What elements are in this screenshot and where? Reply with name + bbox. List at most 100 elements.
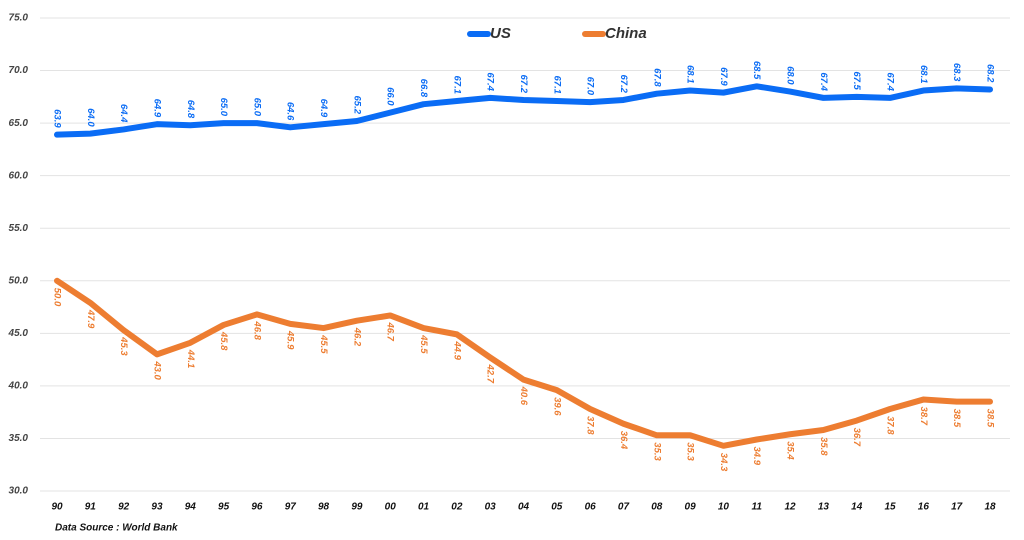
x-tick-label: 13	[818, 502, 830, 513]
x-tick-label: 17	[951, 502, 963, 513]
data-label: 34.3	[718, 453, 729, 472]
data-label: 64.0	[85, 108, 96, 127]
data-label: 68.1	[918, 65, 929, 84]
data-label: 67.4	[885, 72, 896, 91]
data-label: 63.9	[51, 109, 62, 128]
data-label: 43.0	[151, 360, 162, 380]
x-tick-label: 90	[51, 502, 63, 513]
x-tick-label: 95	[218, 502, 230, 513]
legend-label: US	[490, 25, 511, 42]
data-label: 36.7	[851, 428, 862, 447]
data-label: 45.8	[218, 331, 229, 351]
source-note: Data Source : World Bank	[55, 523, 178, 534]
data-label: 64.4	[118, 104, 129, 123]
data-label: 37.8	[885, 416, 896, 435]
x-tick-label: 98	[318, 502, 330, 513]
data-label: 39.6	[551, 397, 562, 416]
x-tick-label: 93	[151, 502, 163, 513]
x-tick-label: 10	[718, 502, 730, 513]
x-tick-label: 02	[451, 502, 463, 513]
data-label: 50.0	[51, 288, 62, 307]
data-label: 47.9	[85, 309, 96, 329]
x-tick-label: 18	[984, 502, 996, 513]
y-tick-label: 75.0	[9, 13, 29, 24]
data-label: 67.2	[618, 74, 629, 93]
x-tick-label: 06	[585, 502, 597, 513]
x-tick-label: 15	[884, 502, 896, 513]
data-label: 45.5	[318, 334, 329, 354]
y-tick-label: 55.0	[9, 223, 29, 234]
y-tick-label: 70.0	[9, 65, 29, 76]
data-label: 65.2	[351, 96, 362, 115]
x-tick-label: 11	[752, 502, 763, 513]
data-label: 42.7	[485, 364, 496, 384]
data-label: 46.2	[351, 327, 362, 347]
legend-label: China	[605, 25, 647, 42]
data-label: 65.0	[251, 98, 262, 117]
x-tick-label: 94	[185, 502, 197, 513]
y-tick-label: 50.0	[9, 275, 29, 286]
data-label: 66.0	[385, 87, 396, 106]
x-tick-label: 14	[851, 502, 863, 513]
x-tick-label: 97	[285, 502, 297, 513]
x-tick-label: 05	[551, 502, 563, 513]
y-tick-label: 65.0	[9, 118, 29, 129]
x-tick-label: 92	[118, 502, 130, 513]
data-label: 38.7	[918, 407, 929, 426]
x-tick-label: 01	[418, 502, 430, 513]
x-tick-label: 04	[518, 502, 530, 513]
data-label: 35.3	[685, 442, 696, 461]
data-label: 68.1	[685, 65, 696, 84]
data-label: 35.8	[818, 437, 829, 456]
data-label: 46.7	[385, 321, 396, 341]
data-label: 45.9	[285, 330, 296, 350]
data-label: 35.4	[785, 441, 796, 460]
data-label: 36.4	[618, 431, 629, 450]
x-tick-label: 03	[485, 502, 497, 513]
data-label: 34.9	[751, 446, 762, 465]
data-label: 44.9	[451, 340, 462, 360]
data-label: 38.5	[984, 409, 995, 428]
x-tick-label: 91	[85, 502, 97, 513]
data-label: 40.6	[518, 386, 529, 406]
data-label: 37.8	[585, 416, 596, 435]
data-label: 68.3	[951, 63, 962, 82]
data-label: 45.3	[118, 336, 129, 356]
data-label: 44.1	[185, 349, 196, 369]
x-tick-label: 12	[785, 502, 797, 513]
data-label: 68.5	[751, 61, 762, 80]
y-tick-label: 45.0	[8, 328, 29, 339]
data-label: 67.5	[851, 71, 862, 90]
y-tick-label: 40.0	[8, 381, 29, 392]
series-line	[54, 83, 993, 138]
data-label: 35.3	[651, 442, 662, 461]
data-label: 68.0	[785, 66, 796, 85]
data-label: 64.6	[285, 102, 296, 121]
x-tick-label: 96	[251, 502, 263, 513]
x-tick-label: 99	[351, 502, 363, 513]
x-tick-label: 08	[651, 502, 663, 513]
data-label: 38.5	[951, 409, 962, 428]
data-label: 67.2	[518, 74, 529, 93]
data-label: 68.2	[984, 64, 995, 83]
data-label: 64.9	[151, 99, 162, 118]
data-label: 64.9	[318, 99, 329, 118]
data-label: 67.1	[451, 76, 462, 95]
data-label: 66.8	[418, 79, 429, 98]
data-label: 67.1	[551, 76, 562, 95]
x-tick-label: 16	[918, 502, 930, 513]
data-label: 67.8	[651, 68, 662, 87]
y-tick-label: 35.0	[9, 433, 29, 444]
data-label: 46.8	[251, 320, 262, 340]
x-tick-label: 07	[618, 502, 630, 513]
x-tick-label: 00	[385, 502, 397, 513]
data-label: 67.4	[818, 72, 829, 91]
x-tick-label: 09	[685, 502, 697, 513]
data-label: 45.5	[418, 334, 429, 354]
y-tick-label: 60.0	[9, 170, 29, 181]
data-label: 67.0	[585, 77, 596, 96]
data-label: 65.0	[218, 98, 229, 117]
series-line	[54, 277, 993, 449]
data-label: 67.9	[718, 67, 729, 86]
